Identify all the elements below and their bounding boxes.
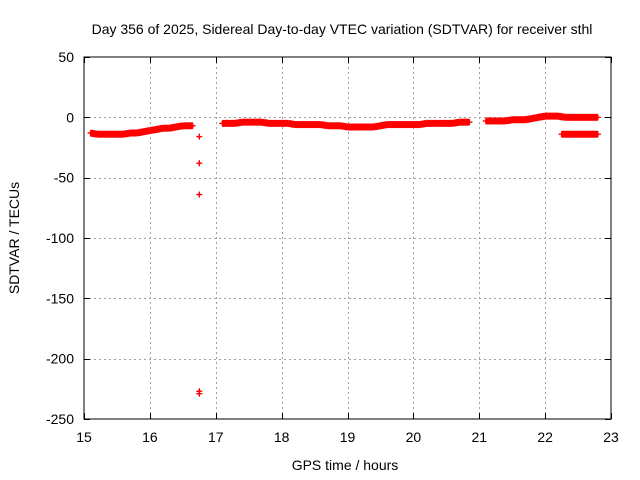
x-axis-label: GPS time / hours [292, 457, 399, 473]
chart-title: Day 356 of 2025, Sidereal Day-to-day VTE… [92, 21, 593, 37]
data-band-segment [287, 119, 296, 129]
y-tick-label: -100 [46, 230, 74, 246]
data-band-segment [379, 121, 388, 130]
data-band-segment [169, 123, 177, 132]
data-band-segment [175, 122, 184, 131]
data-band-segment [155, 124, 164, 133]
x-tick-label: 18 [274, 429, 290, 445]
y-tick-label: 50 [58, 49, 74, 65]
axis-ticks: 15 16 17 18 19 20 21 22 23 50 0 -50 -100 -150 -200 -250 [46, 49, 619, 445]
x-tick-label: 23 [603, 429, 619, 445]
data-band-segment [89, 129, 98, 138]
data-band-segment [373, 122, 382, 131]
y-tick-label: -250 [46, 411, 74, 427]
y-tick-label: 0 [66, 109, 74, 125]
y-tick-label: -50 [54, 170, 74, 186]
data-band-segment [122, 129, 131, 138]
x-tick-label: 15 [76, 429, 92, 445]
data-band-segment [340, 122, 349, 131]
data-band-segment [452, 118, 461, 127]
data-band-segment [234, 118, 243, 127]
data-band-segment [419, 119, 428, 129]
data-band-segment [261, 118, 270, 127]
data-band-segment [524, 115, 533, 124]
x-tick-label: 20 [406, 429, 422, 445]
plot-area-frame [83, 56, 612, 420]
data-band-segment [320, 121, 329, 130]
y-tick-label: -150 [46, 290, 74, 306]
data-band-segment [531, 113, 540, 122]
x-tick-label: 19 [340, 429, 356, 445]
x-tick-label: 17 [208, 429, 224, 445]
data-band-segment [504, 116, 513, 125]
data-band-segment [136, 128, 144, 137]
grid-lines [84, 57, 611, 419]
data-point [196, 133, 203, 140]
data-band-segment [537, 112, 546, 121]
data-band-segment [142, 127, 151, 136]
y-tick-label: -200 [46, 351, 74, 367]
y-axis-label: SDTVAR / TECUs [6, 182, 22, 294]
data-points [87, 112, 601, 397]
x-tick-label: 21 [471, 429, 487, 445]
data-point [196, 390, 203, 397]
x-tick-label: 16 [142, 429, 158, 445]
data-point [196, 191, 203, 198]
data-band-segment [149, 125, 158, 135]
data-point [196, 160, 203, 167]
x-tick-label: 22 [537, 429, 553, 445]
data-band-segment [557, 112, 566, 121]
